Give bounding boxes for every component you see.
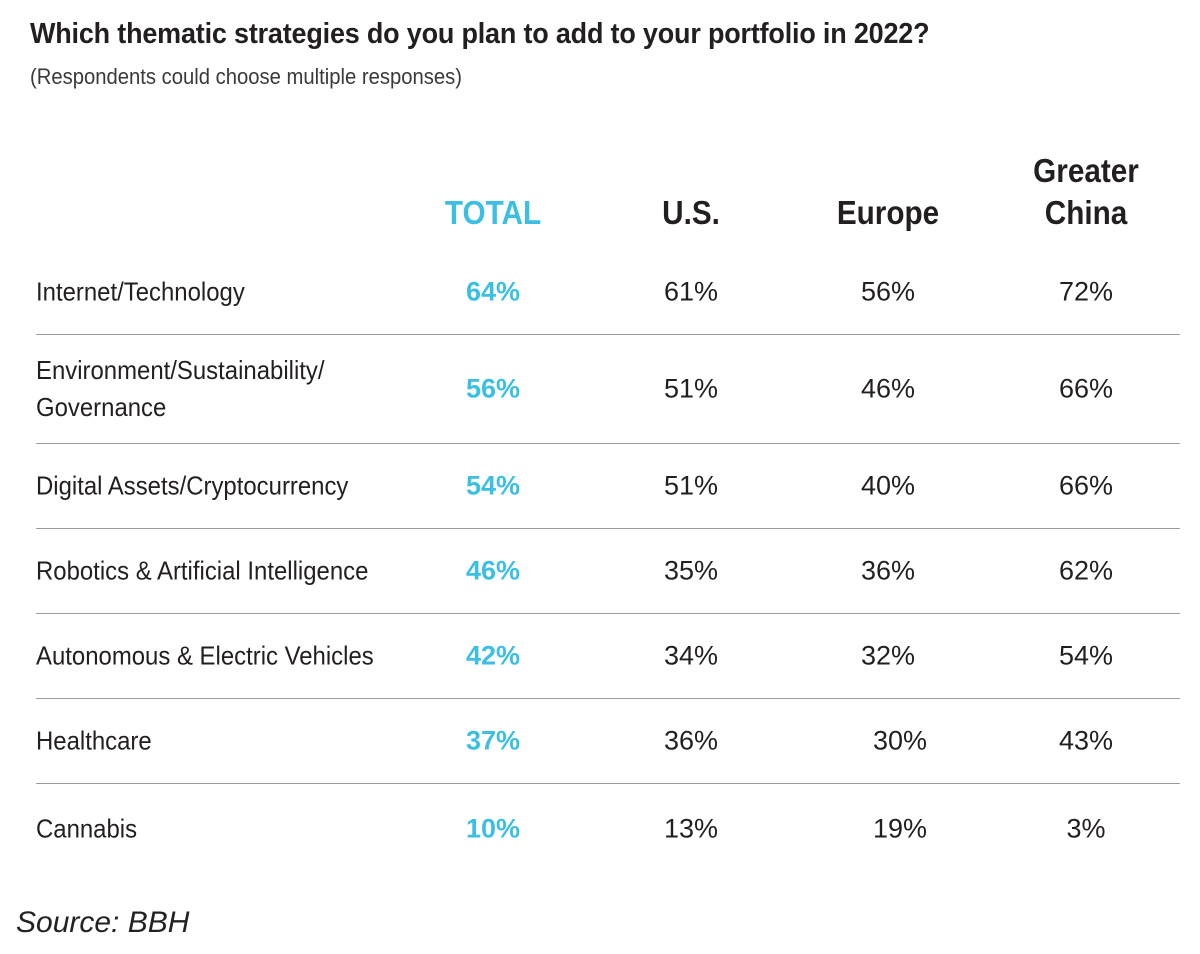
chart-subtitle: (Respondents could choose multiple respo… bbox=[30, 64, 463, 89]
column-header-total: TOTAL bbox=[444, 194, 542, 231]
table-row: Cannabis 10% 13% 19% 3% bbox=[36, 784, 1180, 874]
cell-europe: 30% bbox=[872, 725, 928, 756]
cell-us: 51% bbox=[663, 470, 719, 501]
cell-us: 13% bbox=[663, 813, 719, 844]
column-header-europe: Europe bbox=[836, 194, 940, 231]
cell-greater-china: 72% bbox=[1058, 276, 1114, 307]
cell-us: 51% bbox=[663, 373, 719, 404]
row-label: Healthcare bbox=[36, 725, 152, 756]
cell-total: 56% bbox=[465, 373, 521, 404]
cell-europe: 32% bbox=[860, 640, 916, 671]
cell-europe: 36% bbox=[860, 555, 916, 586]
column-header-greater-china: Greater China bbox=[1033, 152, 1139, 231]
cell-total: 42% bbox=[465, 640, 521, 671]
column-header-u-s: U.S. bbox=[662, 194, 720, 231]
cell-us: 35% bbox=[663, 555, 719, 586]
chart-title: Which thematic strategies do you plan to… bbox=[30, 18, 930, 50]
cell-us: 34% bbox=[663, 640, 719, 671]
row-label: Environment/Sustainability/ Governance bbox=[36, 355, 325, 422]
table-row: Internet/Technology 64% 61% 56% 72% bbox=[36, 250, 1180, 335]
table-row: Healthcare 37% 36% 30% 43% bbox=[36, 699, 1180, 784]
data-table: Internet/Technology 64% 61% 56% 72% Environme… bbox=[36, 250, 1180, 874]
cell-greater-china: 3% bbox=[1066, 813, 1106, 844]
cell-greater-china: 43% bbox=[1058, 725, 1114, 756]
table-row: Environment/Sustainability/ Governance 56… bbox=[36, 335, 1180, 444]
cell-greater-china: 66% bbox=[1058, 470, 1114, 501]
table-row: Robotics & Artificial Intelligence 46% 35%… bbox=[36, 529, 1180, 614]
cell-europe: 46% bbox=[860, 373, 916, 404]
cell-greater-china: 54% bbox=[1058, 640, 1114, 671]
cell-europe: 56% bbox=[860, 276, 916, 307]
cell-us: 61% bbox=[663, 276, 719, 307]
row-label: Robotics & Artificial Intelligence bbox=[36, 555, 369, 586]
cell-total: 54% bbox=[465, 470, 521, 501]
cell-total: 46% bbox=[465, 555, 521, 586]
cell-greater-china: 66% bbox=[1058, 373, 1114, 404]
cell-total: 10% bbox=[465, 813, 521, 844]
row-label: Digital Assets/Cryptocurrency bbox=[36, 470, 349, 501]
cell-greater-china: 62% bbox=[1058, 555, 1114, 586]
table-row: Digital Assets/Cryptocurrency 54% 51% 40% 66… bbox=[36, 444, 1180, 529]
row-label: Internet/Technology bbox=[36, 276, 245, 307]
source-note: Source: BBH bbox=[16, 906, 190, 939]
table-row: Autonomous & Electric Vehicles 42% 34% 32% 5… bbox=[36, 614, 1180, 699]
cell-europe: 40% bbox=[860, 470, 916, 501]
row-label: Cannabis bbox=[36, 813, 138, 844]
row-label: Autonomous & Electric Vehicles bbox=[36, 640, 374, 671]
cell-europe: 19% bbox=[872, 813, 928, 844]
cell-total: 37% bbox=[465, 725, 521, 756]
cell-total: 64% bbox=[465, 276, 521, 307]
cell-us: 36% bbox=[663, 725, 719, 756]
